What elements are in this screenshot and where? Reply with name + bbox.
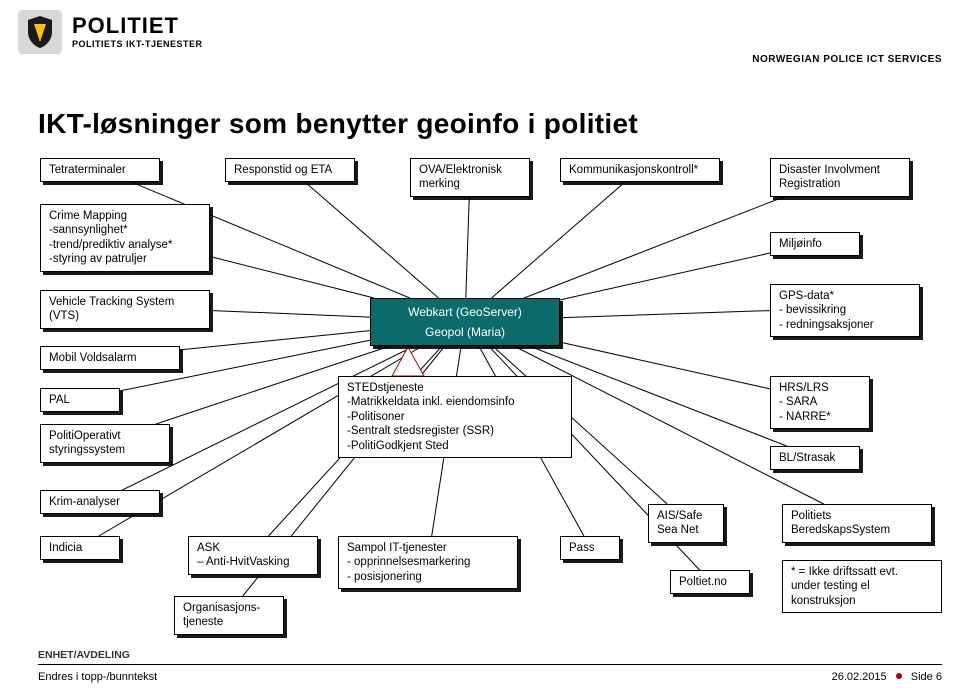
- footer-date: 26.02.2015: [832, 671, 887, 683]
- police-crest-icon: [18, 10, 62, 54]
- footer-right: 26.02.2015 Side 6: [832, 671, 942, 683]
- node-politioperativt: PolitiOperativt styringssystem: [40, 424, 170, 463]
- node-tetraterminaler: Tetraterminaler: [40, 158, 160, 182]
- footer-page-label: Side: [911, 671, 933, 683]
- node-hrslrs: HRS/LRS - SARA - NARRE*: [770, 376, 870, 429]
- footer-unit-label: ENHET/AVDELING: [38, 649, 130, 661]
- node-crime_mapping: Crime Mapping -sannsynlighet* -trend/pre…: [40, 204, 210, 272]
- node-miljoinfo: Miljøinfo: [770, 232, 860, 256]
- center-line-1: Webkart (GeoServer): [381, 305, 549, 319]
- node-krim: Krim-analyser: [40, 490, 160, 514]
- node-org: Organisasjons- tjeneste: [174, 596, 284, 635]
- node-vts: Vehicle Tracking System (VTS): [40, 290, 210, 329]
- node-ask: ASK – Anti-HvitVasking: [188, 536, 318, 575]
- node-disaster: Disaster Involvment Registration: [770, 158, 910, 197]
- node-note: * = Ikke driftssatt evt. under testing e…: [782, 560, 942, 613]
- footer-dot-icon: [896, 673, 902, 679]
- brand-title: POLITIET: [72, 15, 203, 37]
- callout-stedstjeneste: STEDstjeneste -Matrikkeldata inkl. eiend…: [338, 376, 572, 458]
- center-line-2: Geopol (Maria): [381, 325, 549, 339]
- footer-left-text: Endres i topp-/bunntekst: [38, 671, 157, 683]
- node-poltiet: Poltiet.no: [670, 570, 750, 594]
- node-blstrasak: BL/Strasak: [770, 446, 860, 470]
- node-ova: OVA/Elektronisk merking: [410, 158, 530, 197]
- brand-subtitle: POLITIETS IKT-TJENESTER: [72, 40, 203, 49]
- footer-divider: [38, 664, 942, 665]
- node-mobil_voldsalarm: Mobil Voldsalarm: [40, 346, 180, 370]
- node-pal: PAL: [40, 388, 120, 412]
- footer-page-no: 6: [936, 671, 942, 683]
- node-kommkontroll: Kommunikasjonskontroll*: [560, 158, 720, 182]
- center-geoserver-box: Webkart (GeoServer) Geopol (Maria): [370, 298, 560, 346]
- node-beredskap: Politiets BeredskapsSystem: [782, 504, 932, 543]
- brand-header: POLITIET POLITIETS IKT-TJENESTER: [18, 10, 203, 54]
- node-sampol: Sampol IT-tjenester - opprinnelsesmarker…: [338, 536, 518, 589]
- node-pass: Pass: [560, 536, 620, 560]
- node-gps: GPS-data* - bevissikring - redningsaksjo…: [770, 284, 920, 337]
- page-title: IKT-løsninger som benytter geoinfo i pol…: [38, 108, 638, 140]
- service-label: NORWEGIAN POLICE ICT SERVICES: [752, 54, 942, 65]
- node-responstid: Responstid og ETA: [225, 158, 355, 182]
- node-ais: AIS/Safe Sea Net: [648, 504, 724, 543]
- node-indicia: Indicia: [40, 536, 120, 560]
